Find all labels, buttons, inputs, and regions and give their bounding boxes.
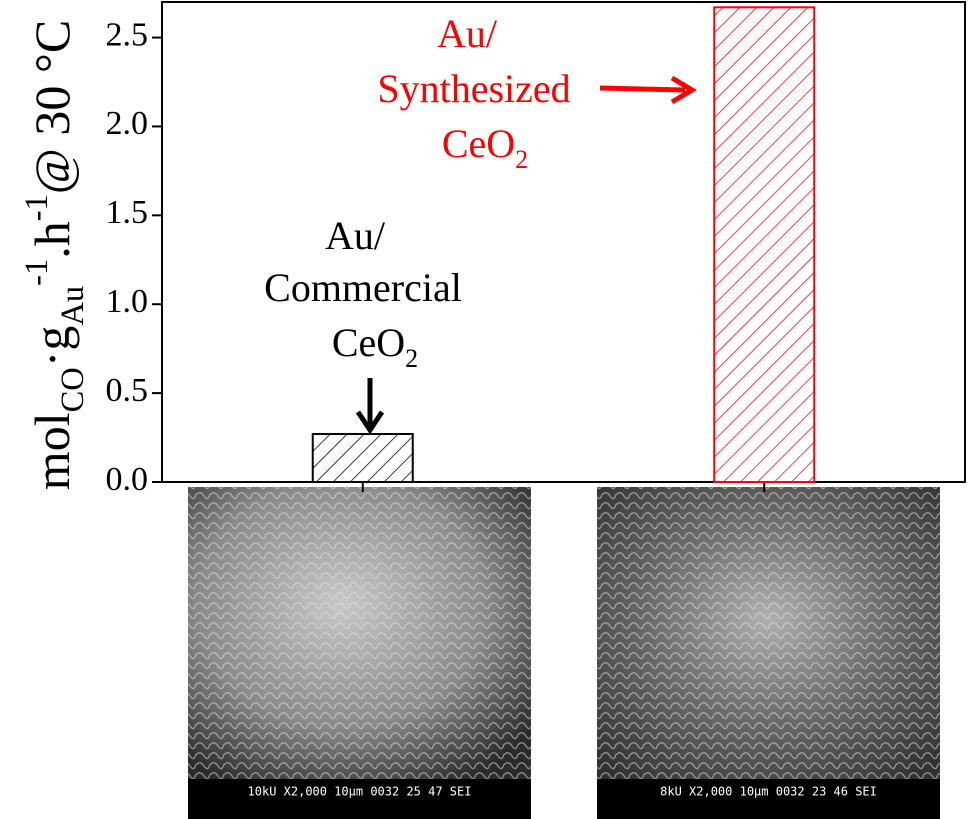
text-part: Au/ <box>325 213 386 258</box>
text-part: .h <box>24 221 80 259</box>
text-part: Commercial <box>264 265 462 310</box>
y-tick-label: 1.5 <box>106 194 149 231</box>
text-part: -1 <box>19 259 55 286</box>
text-part: Au/ <box>437 11 498 56</box>
caption-bar <box>597 779 940 819</box>
sem-texture <box>597 487 940 779</box>
sem-texture <box>188 487 531 779</box>
y-tick-label: 2.5 <box>106 16 149 53</box>
y-axis-label: molCO·gAu-1.h-1@ 30 °C <box>19 20 91 490</box>
bar <box>311 433 414 483</box>
text-part: -1 <box>19 194 55 221</box>
y-tick-label: 0.5 <box>106 372 149 409</box>
y-tick-label: 0.0 <box>106 461 149 498</box>
y-tick-label: 2.0 <box>106 105 149 142</box>
annotation: CeO2 <box>332 320 418 373</box>
annotation: Au/ <box>325 213 386 258</box>
y-tick-label: 1.0 <box>106 283 149 320</box>
text-part: Synthesized <box>377 66 570 111</box>
bar <box>713 6 816 483</box>
annotation: Commercial <box>264 265 462 310</box>
annotation: Synthesized <box>377 66 570 111</box>
arrow <box>599 85 686 93</box>
annotation: CeO2 <box>442 121 528 174</box>
text-part: 2 <box>405 344 418 373</box>
text-part: 2 <box>515 145 528 174</box>
text-part: mol <box>24 412 80 490</box>
image-caption: 8kU X2,000 10μm 0032 23 46 SEI <box>660 785 877 799</box>
annotation: Au/ <box>437 11 498 56</box>
text-part: Au <box>55 286 91 326</box>
plot-frame <box>161 1 966 483</box>
text-part: CeO <box>332 320 405 365</box>
text-part: CO <box>55 367 91 412</box>
arrow-head <box>355 410 385 435</box>
image-caption: 10kU X2,000 10μm 0032 25 47 SEI <box>248 785 472 799</box>
arrow-head <box>670 75 697 105</box>
text-part: CeO <box>442 121 515 166</box>
text-part: ·g <box>24 326 80 368</box>
text-part: @ 30 °C <box>24 20 80 194</box>
caption-bar <box>188 779 531 819</box>
